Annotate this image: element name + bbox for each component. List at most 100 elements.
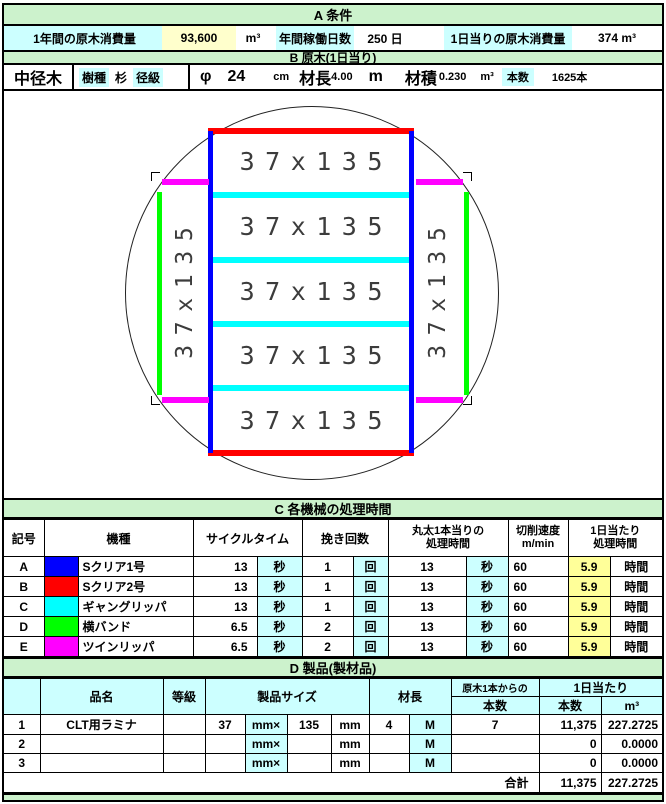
- product-name-cell[interactable]: CLT用ラミナ: [39, 714, 164, 735]
- next-section-band: [4, 793, 662, 800]
- cycle-time-cell[interactable]: 6.5: [192, 616, 258, 637]
- magenta-cut-bottom-left: [162, 397, 209, 403]
- machine-color-swatch: [43, 576, 79, 597]
- cutting-speed-cell[interactable]: 60: [507, 576, 569, 597]
- product-name-cell[interactable]: [39, 753, 164, 773]
- daily-consumption-cell[interactable]: 374 m³: [597, 31, 637, 45]
- col-cycle-time: サイクルタイム: [192, 519, 303, 557]
- daily-time-cell[interactable]: 5.9: [567, 596, 611, 617]
- size-height-cell[interactable]: [286, 753, 332, 773]
- length-unit: m: [368, 68, 383, 85]
- board-label-5: 37x135: [239, 406, 393, 435]
- cycle-time-cell[interactable]: 13: [192, 576, 258, 597]
- per-log-time-cell[interactable]: 13: [387, 636, 467, 657]
- corner-tick-top-left: [151, 172, 160, 181]
- diameter-cell[interactable]: 24: [227, 68, 246, 85]
- per-log-count-cell[interactable]: 7: [450, 714, 540, 735]
- per-log-time-cell[interactable]: 13: [387, 576, 467, 597]
- pass-count-cell[interactable]: 2: [301, 636, 354, 657]
- row-no: 3: [4, 753, 41, 773]
- daily-volume-cell[interactable]: 0.0000: [600, 734, 663, 754]
- length-cell[interactable]: 4: [368, 714, 410, 735]
- size-height-cell[interactable]: 135: [286, 714, 332, 735]
- col-length: 材長: [368, 678, 452, 715]
- col-row-no: [4, 678, 41, 715]
- size-height-cell[interactable]: [286, 734, 332, 754]
- machine-row-b: B Sクリア2号 13 秒 1 回 13 秒 60 5.9 時間: [4, 576, 663, 597]
- volume-cell[interactable]: 0.230: [438, 71, 467, 83]
- cutting-speed-cell[interactable]: 60: [507, 636, 569, 657]
- pass-count-cell[interactable]: 1: [301, 556, 354, 577]
- machine-symbol: D: [4, 616, 45, 637]
- total-count-cell: 11,375: [539, 772, 602, 793]
- col-daily: 1日当たり: [538, 678, 663, 697]
- grade-cell[interactable]: [162, 714, 206, 735]
- cycle-unit: 秒: [256, 576, 303, 597]
- per-log-count-cell[interactable]: [450, 734, 540, 754]
- product-name-cell[interactable]: [39, 734, 164, 754]
- cycle-time-cell[interactable]: 13: [192, 596, 258, 617]
- annual-consumption-cell[interactable]: 93,600: [162, 26, 236, 50]
- machine-row-a: A Sクリア1号 13 秒 1 回 13 秒 60 5.9 時間: [4, 556, 663, 577]
- per-log-time-cell[interactable]: 13: [387, 616, 467, 637]
- pass-count-cell[interactable]: 1: [301, 596, 354, 617]
- pass-count-cell[interactable]: 2: [301, 616, 354, 637]
- grade-cell[interactable]: [162, 734, 206, 754]
- machine-color-swatch: [43, 596, 79, 617]
- side-board-label-right: 37x135: [425, 217, 451, 359]
- pass-unit: 回: [352, 576, 389, 597]
- length-cell[interactable]: [368, 734, 410, 754]
- working-days-cell[interactable]: 250 日: [367, 31, 403, 46]
- size-width-cell[interactable]: [204, 753, 246, 773]
- row-no: 2: [4, 734, 41, 754]
- size-width-cell[interactable]: 37: [204, 714, 246, 735]
- cycle-unit: 秒: [256, 636, 303, 657]
- species-cell[interactable]: 杉: [115, 70, 128, 85]
- per-log-count-cell[interactable]: [450, 753, 540, 773]
- section-c-header: C 各機械の処理時間: [4, 498, 662, 519]
- machine-color-swatch: [43, 556, 79, 577]
- machine-symbol: A: [4, 556, 45, 577]
- machine-row-d: D 横バンド 6.5 秒 2 回 13 秒 60 5.9 時間: [4, 616, 663, 637]
- cutting-speed-cell[interactable]: 60: [507, 556, 569, 577]
- cycle-unit: 秒: [256, 616, 303, 637]
- cycle-time-cell[interactable]: 13: [192, 556, 258, 577]
- per-log-time-cell[interactable]: 13: [387, 556, 467, 577]
- blue-cut-right: [409, 131, 414, 453]
- log-class-cell[interactable]: 中径木: [4, 65, 74, 89]
- green-cut-right: [464, 192, 469, 395]
- size-x-unit: mm×: [244, 753, 288, 773]
- daily-time-cell[interactable]: 5.9: [567, 616, 611, 637]
- daily-count-cell[interactable]: 0: [538, 753, 602, 773]
- diameter-class-label: 径級: [133, 67, 164, 87]
- daily-time-cell[interactable]: 5.9: [567, 636, 611, 657]
- product-row: 1 CLT用ラミナ 37 mm× 135 mm 4 M 7 11,375 227…: [4, 714, 663, 735]
- pass-count-cell[interactable]: 1: [301, 576, 354, 597]
- daily-volume-cell[interactable]: 0.0000: [600, 753, 663, 773]
- size-unit: mm: [330, 753, 370, 773]
- section-a-row: 1年間の原木消費量 93,600 m³ 年間稼働日数 250 日 1日当りの原木…: [4, 26, 662, 50]
- pass-unit: 回: [352, 556, 389, 577]
- col-daily-count: 本数: [538, 696, 602, 715]
- magenta-cut-top-left: [162, 179, 209, 185]
- size-unit: mm: [330, 734, 370, 754]
- daily-volume-cell[interactable]: 227.2725: [600, 714, 663, 735]
- cutting-speed-cell[interactable]: 60: [507, 616, 569, 637]
- size-width-cell[interactable]: [204, 734, 246, 754]
- per-log-unit: 秒: [465, 616, 509, 637]
- daily-count-cell[interactable]: 11,375: [538, 714, 602, 735]
- cycle-unit: 秒: [256, 596, 303, 617]
- col-machine: 機種: [43, 519, 194, 557]
- per-log-time-cell[interactable]: 13: [387, 596, 467, 617]
- grade-cell[interactable]: [162, 753, 206, 773]
- length-cell[interactable]: 4.00: [331, 71, 353, 83]
- daily-time-cell[interactable]: 5.9: [567, 576, 611, 597]
- count-cell[interactable]: 1625本: [551, 72, 588, 84]
- daily-time-cell[interactable]: 5.9: [567, 556, 611, 577]
- cutting-speed-cell[interactable]: 60: [507, 596, 569, 617]
- daily-count-cell[interactable]: 0: [538, 734, 602, 754]
- magenta-cut-top-right: [416, 179, 463, 185]
- length-cell[interactable]: [368, 753, 410, 773]
- pass-unit: 回: [352, 596, 389, 617]
- cycle-time-cell[interactable]: 6.5: [192, 636, 258, 657]
